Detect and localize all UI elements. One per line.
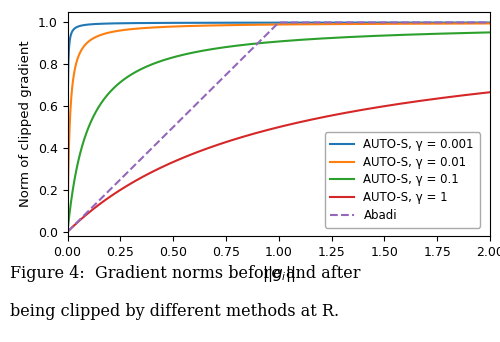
Abadi bbox=[434, 21, 440, 25]
AUTO-S, γ = 1 bbox=[478, 91, 484, 95]
AUTO-S, γ = 0.001 bbox=[226, 21, 232, 25]
AUTO-S, γ = 1 bbox=[245, 133, 251, 137]
AUTO-S, γ = 0.001 bbox=[487, 21, 493, 25]
AUTO-S, γ = 0.001 bbox=[138, 21, 144, 25]
AUTO-S, γ = 0.01 bbox=[245, 23, 251, 27]
AUTO-S, γ = 0.1 bbox=[226, 44, 232, 49]
Line: AUTO-S, γ = 1: AUTO-S, γ = 1 bbox=[68, 92, 490, 232]
Line: AUTO-S, γ = 0.1: AUTO-S, γ = 0.1 bbox=[68, 32, 490, 230]
AUTO-S, γ = 0.1 bbox=[138, 67, 144, 71]
AUTO-S, γ = 0.01 bbox=[487, 22, 493, 26]
AUTO-S, γ = 0.001 bbox=[245, 21, 251, 25]
AUTO-S, γ = 0.001 bbox=[113, 21, 119, 25]
Line: Abadi: Abadi bbox=[68, 23, 490, 232]
AUTO-S, γ = 0.01 bbox=[64, 211, 70, 215]
AUTO-S, γ = 0.001 bbox=[478, 21, 484, 25]
Abadi bbox=[138, 157, 144, 161]
AUTO-S, γ = 0.001 bbox=[64, 125, 70, 129]
AUTO-S, γ = 0.1 bbox=[113, 84, 119, 88]
AUTO-S, γ = 0.01 bbox=[226, 23, 232, 27]
Text: Figure 4:  Gradient norms before and after: Figure 4: Gradient norms before and afte… bbox=[10, 265, 360, 282]
AUTO-S, γ = 1 bbox=[113, 191, 119, 195]
Abadi bbox=[64, 229, 70, 234]
AUTO-S, γ = 0.1 bbox=[487, 30, 493, 35]
AUTO-S, γ = 0.1 bbox=[433, 32, 439, 36]
AUTO-S, γ = 1 bbox=[487, 90, 493, 94]
AUTO-S, γ = 0.01 bbox=[478, 22, 484, 26]
Y-axis label: Norm of clipped gradient: Norm of clipped gradient bbox=[19, 41, 32, 207]
Abadi bbox=[479, 21, 485, 25]
AUTO-S, γ = 0.001 bbox=[433, 21, 439, 25]
AUTO-S, γ = 0.01 bbox=[138, 26, 144, 30]
Abadi bbox=[226, 69, 232, 73]
AUTO-S, γ = 0.01 bbox=[113, 29, 119, 33]
Line: AUTO-S, γ = 0.001: AUTO-S, γ = 0.001 bbox=[68, 23, 490, 127]
Abadi bbox=[245, 51, 251, 55]
Line: AUTO-S, γ = 0.01: AUTO-S, γ = 0.01 bbox=[68, 24, 490, 213]
Abadi bbox=[276, 21, 282, 25]
Abadi bbox=[487, 21, 493, 25]
Abadi bbox=[113, 182, 119, 186]
AUTO-S, γ = 1 bbox=[64, 229, 70, 234]
AUTO-S, γ = 1 bbox=[138, 176, 144, 180]
AUTO-S, γ = 0.01 bbox=[433, 22, 439, 26]
AUTO-S, γ = 0.1 bbox=[64, 228, 70, 232]
Legend: AUTO-S, γ = 0.001, AUTO-S, γ = 0.01, AUTO-S, γ = 0.1, AUTO-S, γ = 1, Abadi: AUTO-S, γ = 0.001, AUTO-S, γ = 0.01, AUT… bbox=[324, 132, 480, 228]
AUTO-S, γ = 1 bbox=[433, 97, 439, 101]
AUTO-S, γ = 0.1 bbox=[478, 30, 484, 35]
X-axis label: $||g_i||$: $||g_i||$ bbox=[262, 264, 296, 284]
Text: being clipped by different methods at R.: being clipped by different methods at R. bbox=[10, 303, 339, 320]
AUTO-S, γ = 1 bbox=[226, 139, 232, 143]
AUTO-S, γ = 0.1 bbox=[245, 42, 251, 47]
